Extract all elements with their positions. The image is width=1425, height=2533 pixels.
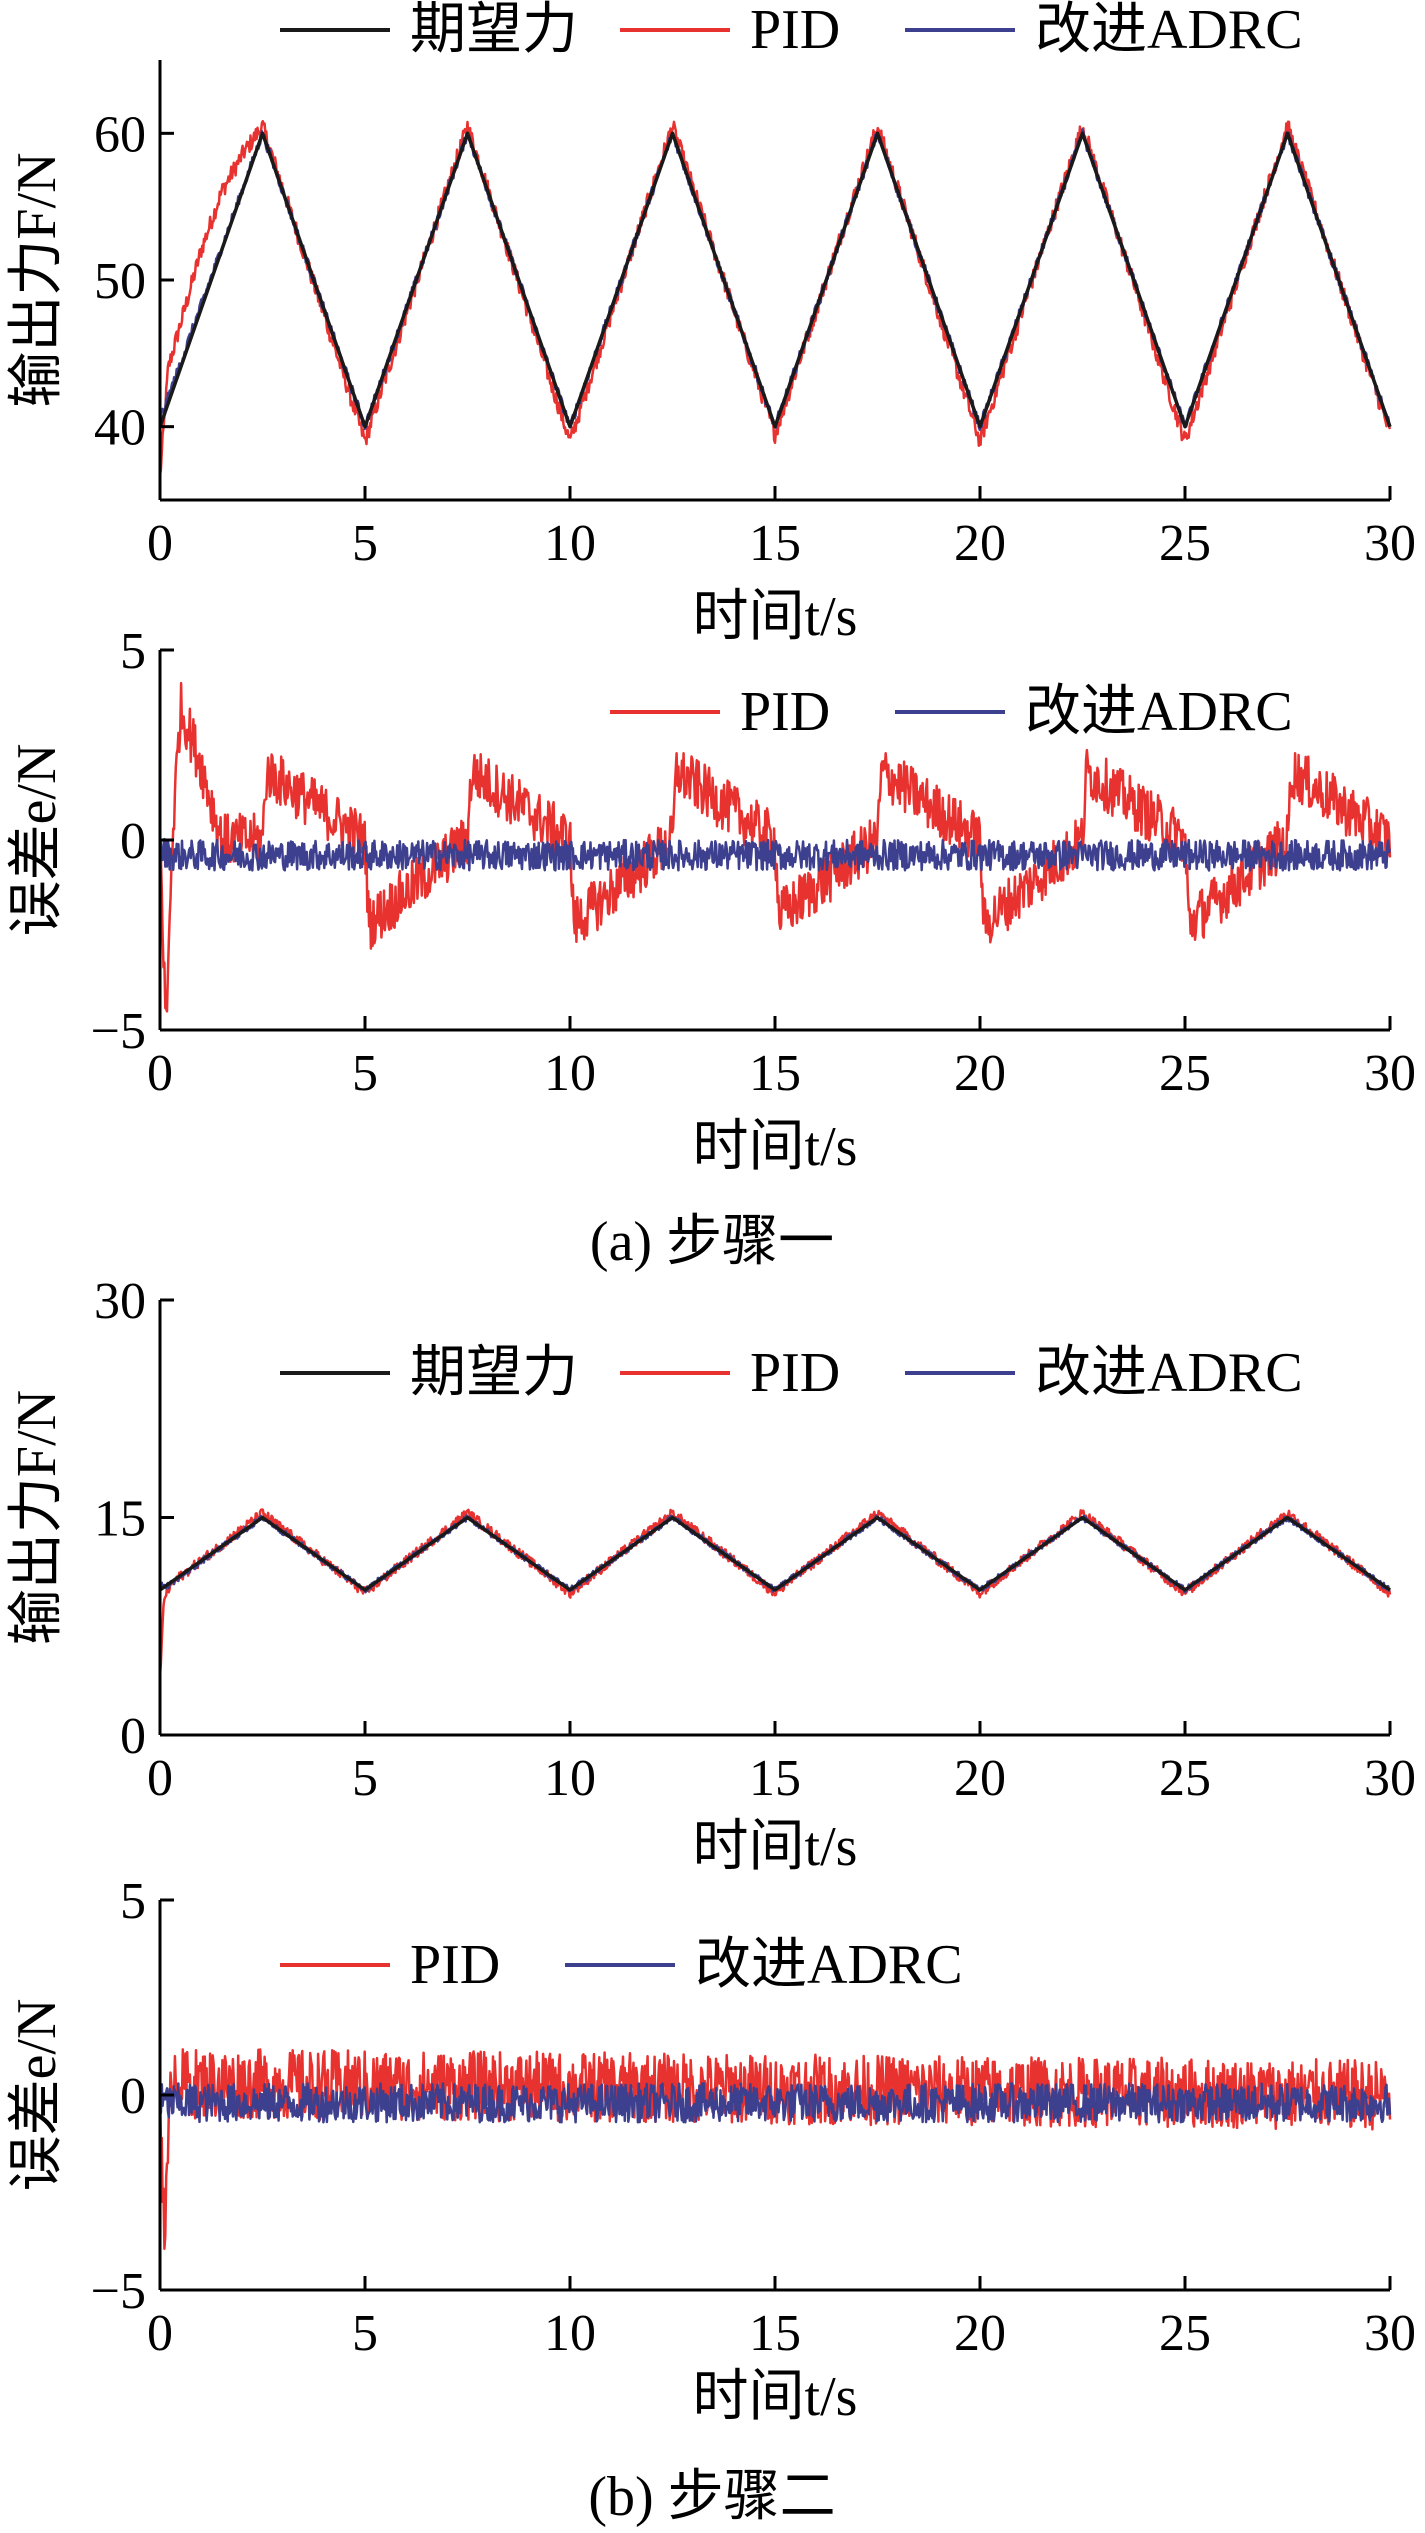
y-tick-label: 60: [94, 106, 146, 163]
y-tick-label: −5: [91, 1003, 146, 1060]
caption-b: (b) 步骤二: [588, 2466, 835, 2528]
series-line-adrc: [158, 1514, 1391, 1594]
x-tick-label: 30: [1364, 1045, 1416, 1102]
legend-label: PID: [410, 1934, 500, 1996]
x-tick-label: 0: [147, 1045, 173, 1102]
x-tick-label: 20: [954, 1750, 1006, 1807]
x-axis-label: 时间t/s: [693, 586, 858, 648]
y-axis-label: 输出力F/N: [6, 1390, 68, 1645]
series-line-pid: [158, 1508, 1392, 1677]
x-tick-label: 0: [147, 1750, 173, 1807]
legend-label: 改进ADRC: [695, 1934, 963, 1996]
x-tick-label: 30: [1364, 2305, 1416, 2362]
x-tick-label: 5: [352, 1045, 378, 1102]
x-tick-label: 15: [749, 2305, 801, 2362]
y-tick-label: 30: [94, 1273, 146, 1330]
chart-panel-a-force: 0 5 10 15 20 25 30 40 50 60 时间t/s 输出力F/N 期望力 PID 改进ADR…: [6, 0, 1416, 648]
legend-label: 改进ADRC: [1035, 0, 1303, 61]
series-line-pid: [158, 2048, 1392, 2250]
x-tick-label: 25: [1159, 2305, 1211, 2362]
x-tick-label: 30: [1364, 515, 1416, 572]
x-tick-label: 25: [1159, 515, 1211, 572]
series-line-desired: [158, 131, 1392, 429]
legend-label: 期望力: [410, 1342, 578, 1404]
x-tick-label: 15: [749, 1750, 801, 1807]
x-axis-label: 时间t/s: [693, 1816, 858, 1878]
x-tick-label: 0: [147, 2305, 173, 2362]
legend-label: 改进ADRC: [1035, 1342, 1303, 1404]
legend-label: 期望力: [410, 0, 578, 61]
x-tick-label: 5: [352, 1750, 378, 1807]
y-tick-label: −5: [91, 2263, 146, 2320]
y-tick-label: 5: [120, 623, 146, 680]
x-tick-label: 15: [749, 1045, 801, 1102]
x-tick-label: 20: [954, 2305, 1006, 2362]
x-tick-label: 30: [1364, 1750, 1416, 1807]
x-tick-label: 5: [352, 515, 378, 572]
caption-a: (a) 步骤一: [590, 1211, 834, 1273]
y-axis-label: 误差e/N: [6, 744, 68, 937]
x-axis-label: 时间t/s: [693, 2366, 858, 2428]
y-axis-label: 输出力F/N: [6, 152, 68, 407]
series-line-pid: [158, 119, 1392, 476]
x-tick-label: 5: [352, 2305, 378, 2362]
y-axis-label: 误差e/N: [6, 1999, 68, 2192]
x-tick-label: 10: [544, 515, 596, 572]
y-tick-label: 5: [120, 1873, 146, 1930]
y-tick-label: 0: [120, 2068, 146, 2125]
y-tick-label: 40: [94, 400, 146, 457]
y-tick-label: 50: [94, 253, 146, 310]
legend-label: 改进ADRC: [1025, 681, 1293, 743]
chart-panel-b-force: 0 5 10 15 20 25 30 0 15 30 时间t/s 输出力F/N 期望力 PID 改进ADRC: [6, 1273, 1416, 1878]
x-axis-label: 时间t/s: [693, 1116, 858, 1178]
x-tick-label: 10: [544, 1045, 596, 1102]
x-tick-label: 25: [1159, 1045, 1211, 1102]
series-line-adrc: [158, 837, 1392, 872]
y-tick-label: 15: [94, 1491, 146, 1548]
y-tick-label: 0: [120, 1708, 146, 1765]
x-tick-label: 20: [954, 1045, 1006, 1102]
x-tick-label: 25: [1159, 1750, 1211, 1807]
series-line-adrc: [158, 2082, 1392, 2124]
legend-label: PID: [750, 1342, 840, 1404]
x-tick-label: 20: [954, 515, 1006, 572]
y-tick-label: 0: [120, 813, 146, 870]
x-tick-label: 0: [147, 515, 173, 572]
x-tick-label: 10: [544, 1750, 596, 1807]
series-line-desired: [158, 1515, 1392, 1592]
legend-label: PID: [740, 681, 830, 743]
x-tick-label: 15: [749, 515, 801, 572]
x-tick-label: 10: [544, 2305, 596, 2362]
legend-label: PID: [750, 0, 840, 61]
